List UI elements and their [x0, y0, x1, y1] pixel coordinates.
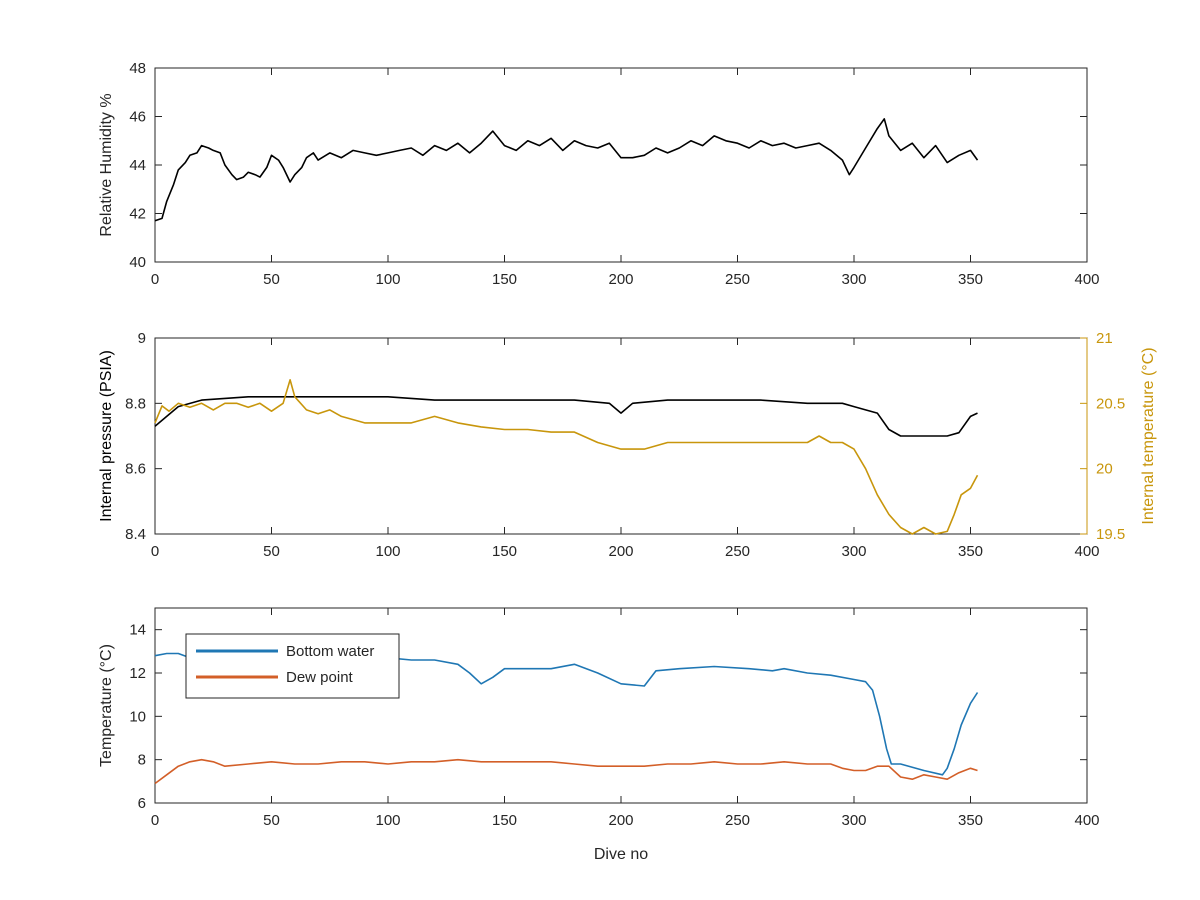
x-tick-label: 0 [151, 543, 159, 560]
x-tick-label: 100 [375, 271, 400, 288]
legend-label: Bottom water [286, 643, 374, 660]
x-tick-label: 150 [492, 543, 517, 560]
x-tick-label: 350 [958, 543, 983, 560]
x-tick-label: 300 [841, 271, 866, 288]
x-tick-label: 0 [151, 271, 159, 288]
x-tick-label: 100 [375, 543, 400, 560]
y-tick-label: 46 [129, 109, 146, 126]
y-axis-label: Relative Humidity % [98, 93, 115, 236]
x-tick-label: 350 [958, 812, 983, 829]
y-axis-label: Internal pressure (PSIA) [98, 350, 115, 522]
y-tick-label: 48 [129, 60, 146, 77]
y2-tick-label: 19.5 [1096, 526, 1125, 543]
right-axis: 19.5 20 20.5 21 Internal temperature (°C) [1080, 330, 1157, 543]
chart-panel-2: 0 50 100 150 200 250 300 350 400 8.4 8.6 8.8 9 19.5 20… [98, 330, 1157, 560]
x-tick-label: 400 [1074, 543, 1099, 560]
y-tick-label: 42 [129, 206, 146, 223]
series-line-1-1 [154, 118, 979, 222]
x-tick-label: 250 [725, 271, 750, 288]
x-tick-label: 250 [725, 543, 750, 560]
x-tick-label: 150 [492, 271, 517, 288]
y-tick-label: 8.6 [125, 461, 146, 478]
x-tick-label: 350 [958, 271, 983, 288]
y-tick-label: 40 [129, 254, 146, 271]
x-tick-label: 250 [725, 812, 750, 829]
y-tick-label: 8.4 [125, 526, 146, 543]
legend-label: Dew point [286, 669, 354, 686]
y-axis-label: Temperature (°C) [98, 644, 115, 767]
y-tick-label: 8.8 [125, 395, 146, 412]
y2-tick-label: 20 [1096, 461, 1113, 478]
x-tick-label: 150 [492, 812, 517, 829]
y-tick-label: 9 [138, 330, 146, 347]
series-dew-point [154, 758, 978, 785]
x-tick-label: 50 [263, 812, 280, 829]
y-tick-label: 12 [129, 665, 146, 682]
y-tick-label: 8 [138, 752, 146, 769]
y2-axis-label: Internal temperature (°C) [1140, 347, 1157, 524]
series-line-2-2 [154, 379, 979, 535]
series-line-2-1 [154, 396, 978, 437]
x-tick-label: 0 [151, 812, 159, 829]
y-tick-label: 10 [129, 708, 146, 725]
x-tick-label: 400 [1074, 271, 1099, 288]
y-tick-label: 44 [129, 157, 146, 174]
x-tick-label: 300 [841, 812, 866, 829]
x-tick-label: 50 [263, 543, 280, 560]
y2-tick-label: 20.5 [1096, 395, 1125, 412]
y2-tick-label: 21 [1096, 330, 1113, 347]
x-tick-label: 300 [841, 543, 866, 560]
chart-panel-3: 0 50 100 150 200 250 300 350 400 6 8 10 12 14 Temperat… [98, 607, 1100, 863]
plot-area [154, 67, 1088, 263]
x-tick-label: 200 [608, 812, 633, 829]
legend: Bottom water Dew point [185, 633, 400, 699]
x-tick-label: 200 [608, 271, 633, 288]
legend-box [185, 633, 400, 699]
chart-panel-1: 0 50 100 150 200 250 300 350 400 40 42 44 46 48 Relati… [98, 60, 1100, 288]
x-tick-label: 50 [263, 271, 280, 288]
x-axis-label: Dive no [594, 846, 648, 863]
y-tick-label: 14 [129, 622, 146, 639]
x-tick-label: 400 [1074, 812, 1099, 829]
x-tick-label: 100 [375, 812, 400, 829]
x-tick-label: 200 [608, 543, 633, 560]
y-tick-label: 6 [138, 795, 146, 812]
